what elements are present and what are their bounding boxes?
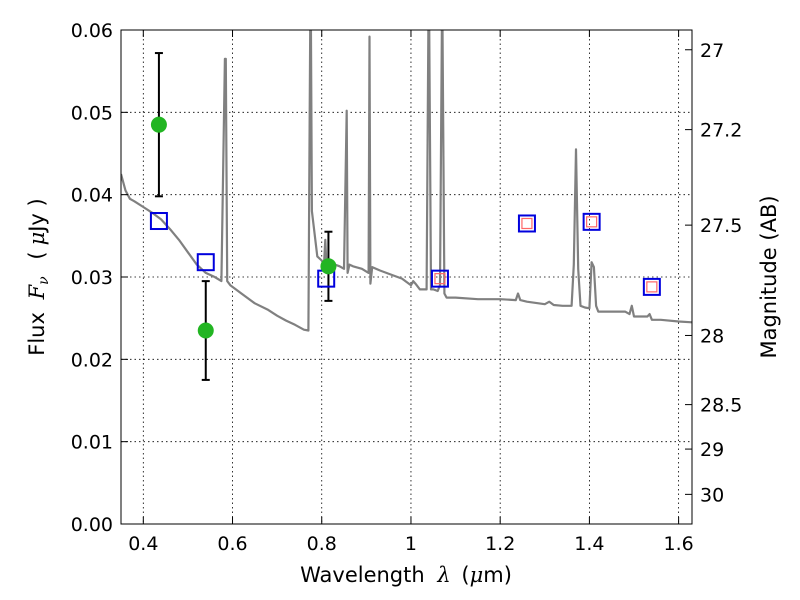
- x-tick-label: 0.4: [128, 533, 158, 555]
- y-axis-label-symbol: F: [25, 283, 49, 300]
- right-tick-label: 27: [700, 40, 724, 62]
- x-tick-label: 1.6: [664, 533, 694, 555]
- nir-photometry-square: [582, 212, 601, 231]
- y-axis-ticks: 0.00 0.01 0.02 0.03 0.04 0.05 0.06: [71, 20, 128, 536]
- y-tick-label: 0.02: [71, 349, 113, 371]
- y-axis-label-prefix: Flux: [25, 312, 49, 356]
- y-axis-label-unit: Jy ): [25, 198, 49, 234]
- nir-photometry-square: [517, 214, 536, 233]
- x-axis-ticks: 0.4 0.6 0.8 1 1.2 1.4 1.6: [128, 30, 694, 555]
- y-axis-label-mu: μ: [25, 232, 49, 246]
- nir-photometry-square: [430, 269, 449, 288]
- y-tick-label: 0.06: [71, 20, 113, 42]
- x-tick-label: 0.8: [307, 533, 337, 555]
- y-tick-label: 0.01: [71, 432, 113, 454]
- x-axis-label-unit: m): [483, 563, 512, 587]
- nir-photometry-inner-square: [521, 217, 533, 230]
- y-axis-label-subscript: ν: [36, 276, 52, 285]
- y-axis-label: Flux Fν ( μJy ): [25, 198, 53, 355]
- x-tick-label: 1.4: [574, 533, 604, 555]
- observed-point: [197, 322, 214, 339]
- y-tick-label: 0.05: [71, 102, 113, 124]
- x-axis-label-mu: μ: [470, 563, 484, 587]
- right-axis-label: Magnitude (AB): [757, 195, 781, 358]
- model-photometry-square: [149, 212, 168, 231]
- y-tick-label: 0.03: [71, 267, 113, 289]
- y-tick-label: 0.04: [71, 185, 113, 207]
- data-points: [149, 116, 661, 339]
- spectrum-line: [121, 30, 692, 332]
- observed-point: [150, 116, 167, 133]
- x-axis-label: Wavelength λ (μm): [300, 563, 512, 587]
- model-spectrum: [121, 30, 692, 332]
- right-tick-label: 27.2: [700, 120, 742, 142]
- nir-photometry-square: [642, 277, 661, 296]
- right-tick-label: 30: [700, 484, 724, 506]
- x-tick-label: 1: [405, 533, 417, 555]
- x-axis-label-open: (: [461, 563, 469, 587]
- nir-photometry-inner-square: [646, 281, 658, 293]
- model-photometry-square: [196, 253, 215, 272]
- right-tick-label: 29: [700, 439, 724, 461]
- y-tick-label: 0.00: [71, 514, 113, 536]
- observed-point: [320, 258, 337, 275]
- x-axis-label-symbol: λ: [436, 563, 450, 587]
- right-tick-label: 28: [700, 325, 724, 347]
- x-axis-label-prefix: Wavelength: [300, 563, 425, 587]
- x-tick-label: 1.2: [485, 533, 515, 555]
- nir-photometry-inner-square: [434, 273, 446, 285]
- right-tick-label: 28.5: [700, 395, 742, 417]
- right-tick-label: 27.5: [700, 215, 742, 237]
- y-axis-label-open: (: [25, 251, 49, 259]
- nir-photometry-inner-square: [586, 216, 598, 228]
- right-axis-ticks: 27 27.2 27.5 28 28.5 29 30: [685, 40, 742, 506]
- x-tick-label: 0.6: [217, 533, 247, 555]
